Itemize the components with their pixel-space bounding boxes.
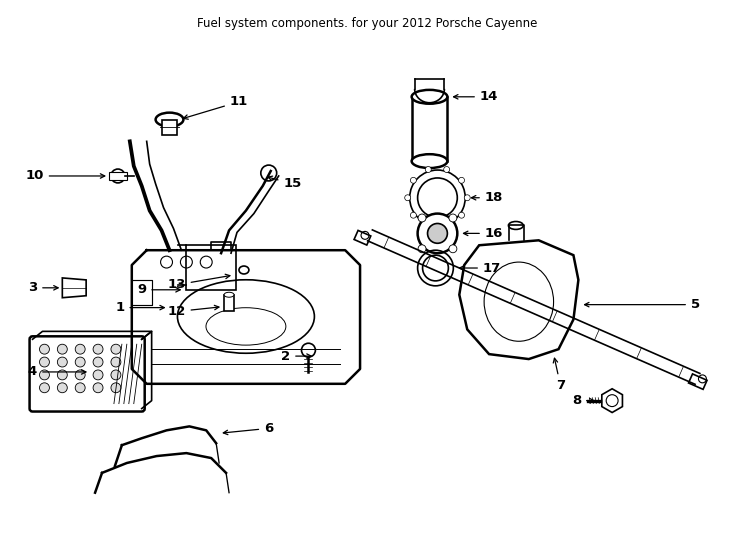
- Bar: [412, 97, 448, 161]
- Circle shape: [57, 383, 68, 393]
- Circle shape: [449, 214, 457, 222]
- Circle shape: [410, 177, 416, 183]
- Polygon shape: [62, 278, 86, 298]
- Text: 16: 16: [463, 227, 504, 240]
- Circle shape: [443, 223, 450, 229]
- Circle shape: [449, 245, 457, 253]
- Circle shape: [40, 357, 49, 367]
- Circle shape: [459, 212, 465, 218]
- Circle shape: [418, 214, 426, 222]
- Text: 18: 18: [471, 191, 504, 204]
- Circle shape: [261, 165, 277, 181]
- Ellipse shape: [156, 113, 184, 126]
- FancyBboxPatch shape: [29, 336, 145, 411]
- Text: 6: 6: [223, 422, 273, 435]
- Ellipse shape: [224, 292, 234, 297]
- Circle shape: [418, 245, 426, 253]
- Circle shape: [418, 214, 457, 253]
- Circle shape: [93, 344, 103, 354]
- Text: 1: 1: [115, 301, 164, 314]
- Text: 7: 7: [553, 358, 565, 392]
- Circle shape: [111, 169, 125, 183]
- Circle shape: [111, 344, 121, 354]
- Text: Fuel system components. for your 2012 Porsche Cayenne: Fuel system components. for your 2012 Po…: [197, 17, 537, 30]
- Circle shape: [93, 370, 103, 380]
- Circle shape: [427, 224, 448, 244]
- Circle shape: [93, 357, 103, 367]
- Circle shape: [57, 344, 68, 354]
- Ellipse shape: [509, 221, 523, 229]
- Text: 14: 14: [454, 90, 498, 103]
- Circle shape: [75, 357, 85, 367]
- Text: 12: 12: [167, 305, 219, 318]
- Text: 8: 8: [572, 394, 594, 407]
- Circle shape: [75, 383, 85, 393]
- Circle shape: [40, 383, 49, 393]
- Text: 15: 15: [268, 176, 302, 191]
- Text: 9: 9: [137, 284, 181, 296]
- Bar: [688, 374, 707, 389]
- Text: 5: 5: [584, 298, 700, 311]
- Text: 2: 2: [281, 349, 311, 362]
- Bar: [186, 245, 236, 290]
- Circle shape: [111, 383, 121, 393]
- Circle shape: [57, 370, 68, 380]
- Text: 13: 13: [167, 274, 230, 292]
- Circle shape: [111, 357, 121, 367]
- Circle shape: [75, 344, 85, 354]
- Bar: [354, 231, 371, 245]
- Circle shape: [410, 212, 416, 218]
- Polygon shape: [602, 389, 622, 413]
- Circle shape: [111, 370, 121, 380]
- Circle shape: [40, 344, 49, 354]
- Circle shape: [443, 166, 450, 172]
- Bar: [109, 172, 127, 180]
- Text: 10: 10: [26, 170, 105, 183]
- Circle shape: [465, 195, 470, 201]
- Circle shape: [57, 357, 68, 367]
- Ellipse shape: [239, 266, 249, 274]
- Circle shape: [75, 370, 85, 380]
- Text: 17: 17: [459, 261, 501, 274]
- Circle shape: [459, 177, 465, 183]
- Bar: [224, 295, 234, 310]
- Text: 3: 3: [28, 281, 58, 294]
- Circle shape: [93, 383, 103, 393]
- Circle shape: [302, 343, 316, 357]
- Ellipse shape: [412, 154, 448, 168]
- Text: 11: 11: [184, 95, 248, 119]
- Circle shape: [40, 370, 49, 380]
- Circle shape: [425, 166, 432, 172]
- Ellipse shape: [412, 90, 448, 104]
- Circle shape: [404, 195, 410, 201]
- Bar: [161, 119, 178, 136]
- Text: 4: 4: [28, 366, 86, 379]
- Circle shape: [425, 223, 432, 229]
